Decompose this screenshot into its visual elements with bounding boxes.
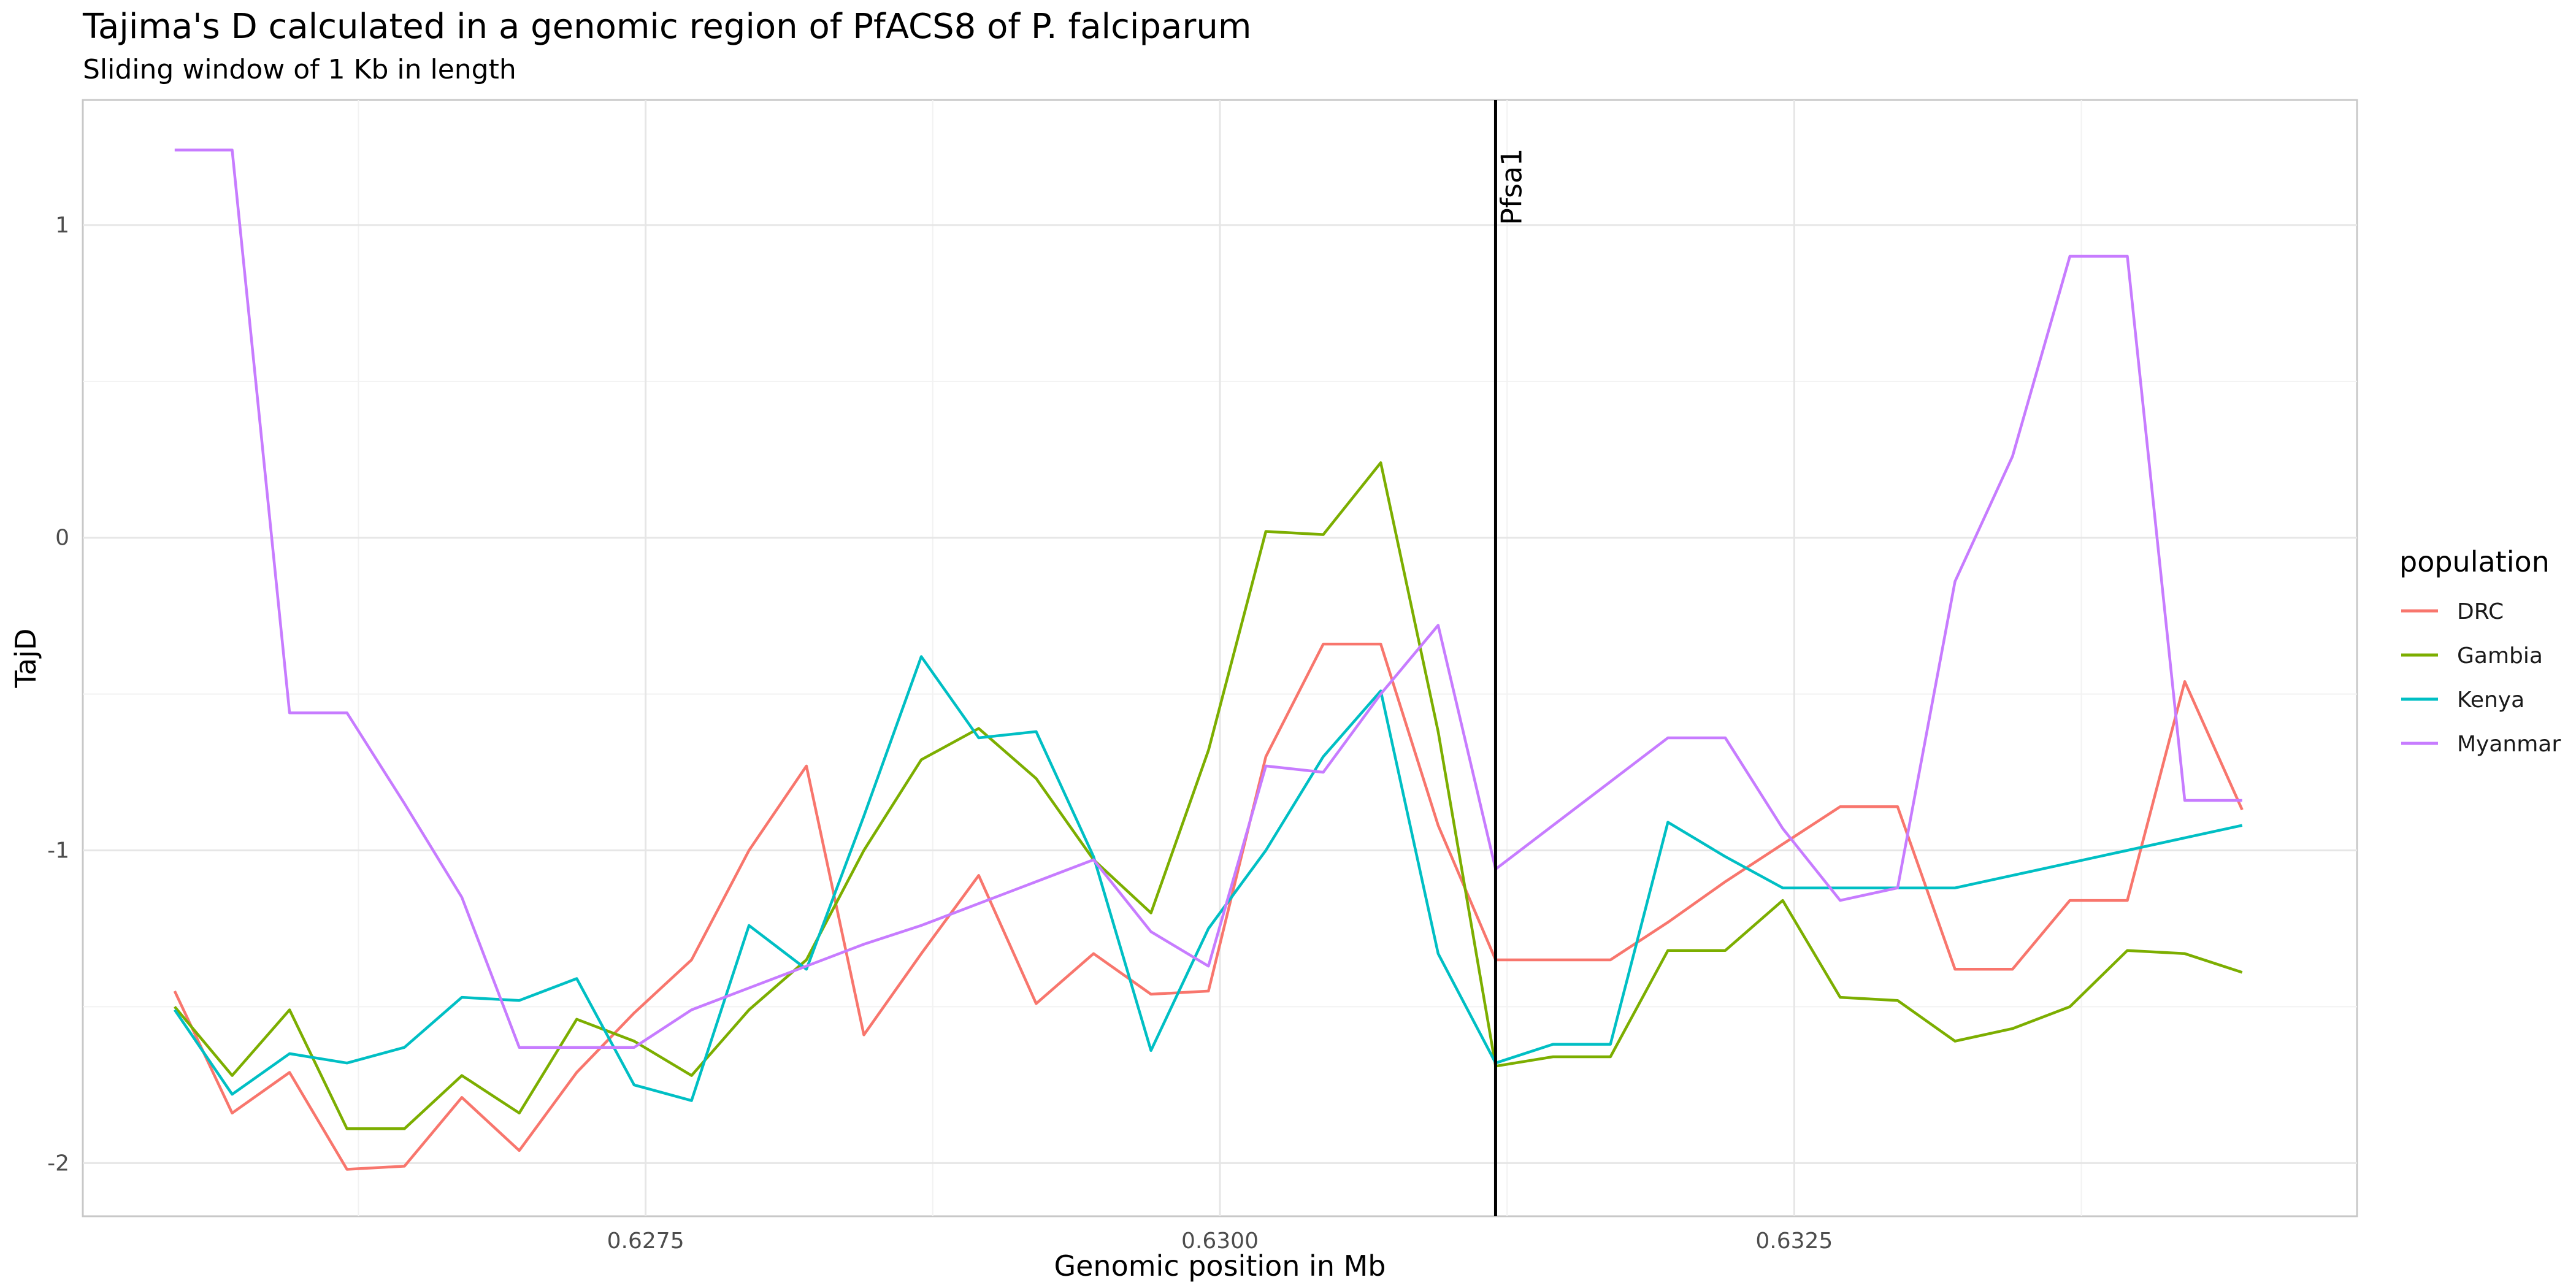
- grid-lines: [83, 100, 2357, 1216]
- chart-subtitle: Sliding window of 1 Kb in length: [83, 54, 516, 85]
- x-tick-label: 0.6275: [607, 1229, 684, 1254]
- legend: population DRC Gambia Kenya Myanmar: [2399, 545, 2561, 757]
- y-tick-label: 1: [55, 213, 69, 238]
- legend-label-myanmar: Myanmar: [2457, 732, 2561, 757]
- chart-title: Tajima's D calculated in a genomic regio…: [82, 7, 1251, 47]
- tick-labels: -2 -1 0 1 0.6275 0.6300 0.6325: [47, 213, 1833, 1254]
- series-line-myanmar: [174, 148, 2242, 1049]
- series-line-gambia: [174, 461, 2243, 1130]
- legend-title: population: [2399, 545, 2550, 578]
- y-axis-title: TajD: [9, 629, 42, 689]
- legend-label-drc: DRC: [2457, 599, 2504, 624]
- y-tick-label: 0: [55, 526, 69, 551]
- series-lines: [173, 148, 2244, 1171]
- legend-label-kenya: Kenya: [2457, 688, 2524, 713]
- x-tick-label: 0.6325: [1755, 1229, 1833, 1254]
- x-tick-label: 0.6300: [1181, 1229, 1259, 1254]
- y-tick-label: -1: [47, 838, 69, 864]
- annotation-label: Pfsa1: [1495, 148, 1528, 225]
- y-tick-label: -2: [47, 1151, 69, 1176]
- legend-label-gambia: Gambia: [2457, 643, 2543, 669]
- annotation-layer: Pfsa1: [1493, 100, 1528, 1216]
- series-line-drc: [173, 642, 2244, 1171]
- x-axis-title: Genomic position in Mb: [1054, 1249, 1386, 1282]
